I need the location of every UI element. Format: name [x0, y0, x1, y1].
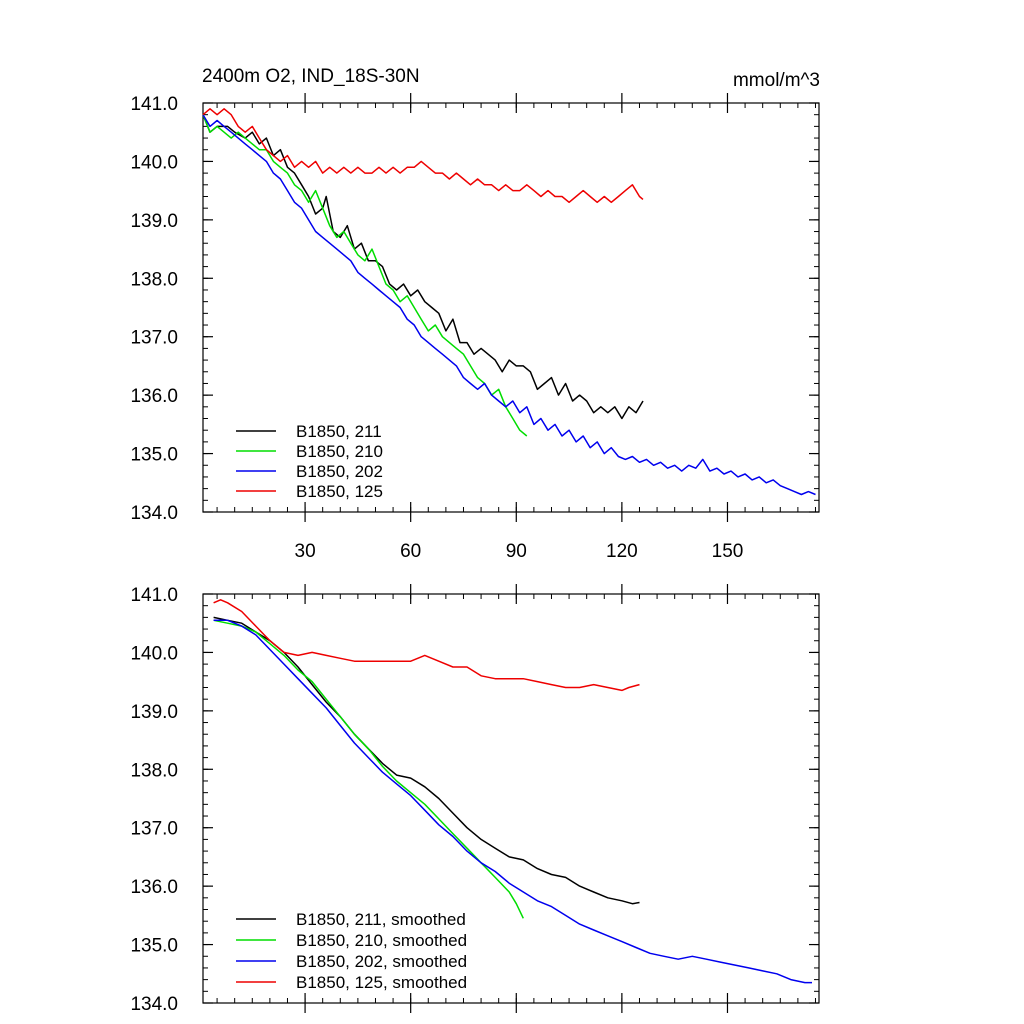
y-tick-label: 140.0	[130, 643, 178, 664]
y-tick-label: 137.0	[130, 819, 178, 840]
series-line	[213, 616, 640, 905]
y-tick-label: 138.0	[130, 760, 178, 781]
y-tick-label: 134.0	[130, 503, 178, 524]
series-line	[202, 114, 816, 496]
legend-label: B1850, 211	[296, 422, 382, 441]
legend-label: B1850, 210	[296, 442, 383, 461]
series-line	[213, 619, 812, 984]
legend-label: B1850, 125, smoothed	[296, 973, 467, 992]
y-tick-label: 135.0	[130, 445, 178, 466]
x-tick-label: 150	[712, 541, 744, 562]
y-tick-label: 137.0	[130, 328, 178, 349]
x-tick-label: 60	[400, 541, 421, 562]
y-tick-label: 141.0	[130, 585, 178, 606]
series-line	[202, 114, 528, 437]
plot-frame	[202, 593, 820, 1004]
series-line	[202, 108, 644, 204]
legend-label: B1850, 211, smoothed	[296, 910, 466, 929]
legend-label: B1850, 202, smoothed	[296, 952, 467, 971]
y-tick-label: 139.0	[130, 211, 178, 232]
y-tick-label: 138.0	[130, 269, 178, 290]
units-label: mmol/m^3	[733, 70, 820, 91]
series-line	[213, 619, 524, 919]
x-tick-label: 30	[295, 541, 316, 562]
bottom-panel: 134.0 135.0 136.0 137.0 138.0 139.0 140.0 141.0…	[130, 584, 820, 1015]
y-tick-label: 136.0	[130, 386, 178, 407]
y-tick-label: 140.0	[130, 152, 178, 173]
x-tick-label: 120	[606, 541, 638, 562]
series-line	[213, 599, 640, 692]
y-tick-label: 139.0	[130, 702, 178, 723]
y-tick-label: 135.0	[130, 936, 178, 957]
top-panel: 134.0 135.0 136.0 137.0 138.0 139.0 140.0 141.0…	[130, 93, 820, 562]
y-tick-label: 134.0	[130, 994, 178, 1015]
plot-frame	[202, 102, 820, 513]
legend-label: B1850, 125	[296, 482, 383, 501]
y-tick-label: 141.0	[130, 94, 178, 115]
series-line	[202, 114, 644, 420]
x-tick-label: 90	[506, 541, 527, 562]
legend-label: B1850, 202	[296, 462, 383, 481]
legend-label: B1850, 210, smoothed	[296, 931, 467, 950]
y-tick-label: 136.0	[130, 877, 178, 898]
chart-title: 2400m O2, IND_18S-30N	[202, 66, 420, 87]
